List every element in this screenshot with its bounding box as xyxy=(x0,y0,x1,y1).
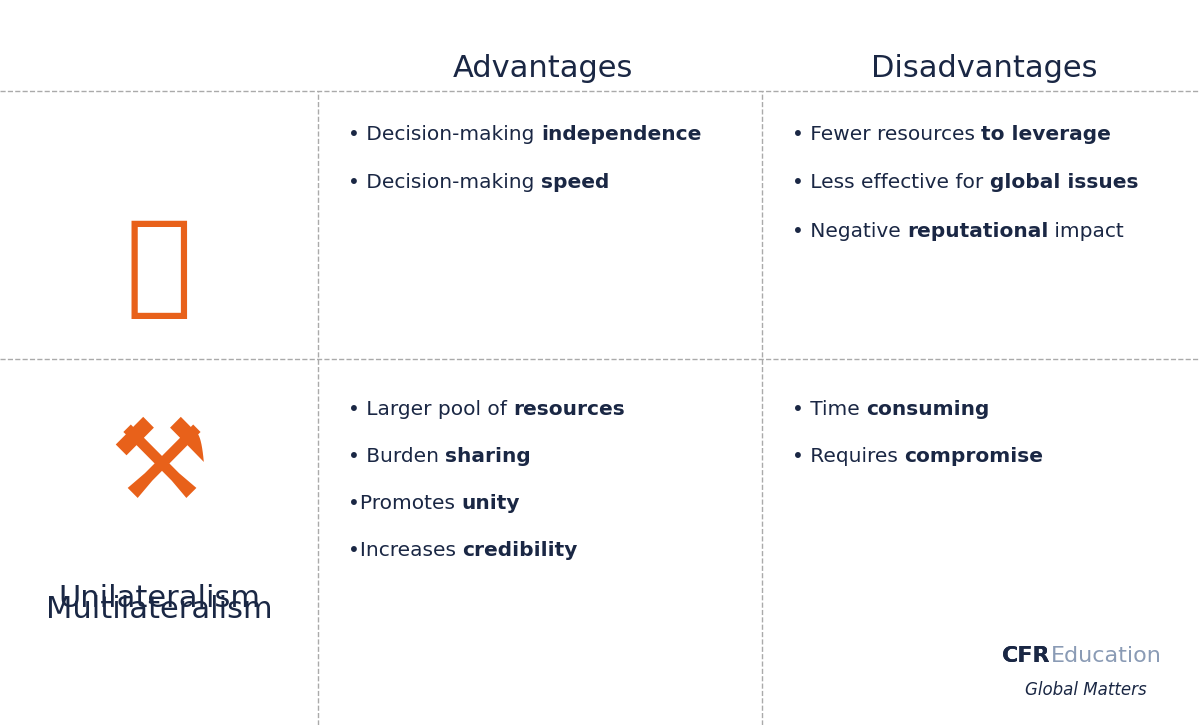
Text: global issues: global issues xyxy=(990,173,1138,192)
Text: Global Matters: Global Matters xyxy=(1025,682,1147,699)
Text: unity: unity xyxy=(461,494,520,513)
Text: Multilateralism: Multilateralism xyxy=(46,594,272,624)
Text: • Negative: • Negative xyxy=(792,222,907,241)
Text: resources: resources xyxy=(514,400,625,419)
Text: • Larger pool of: • Larger pool of xyxy=(348,400,514,419)
Text: to leverage: to leverage xyxy=(982,125,1111,144)
Text: speed: speed xyxy=(541,173,610,192)
Text: reputational: reputational xyxy=(907,222,1049,241)
Text: ⚒: ⚒ xyxy=(109,414,209,521)
Text: • Burden: • Burden xyxy=(348,447,445,466)
Text: • Time: • Time xyxy=(792,400,866,419)
Text: compromise: compromise xyxy=(905,447,1043,466)
Text: 🔨: 🔨 xyxy=(126,215,192,322)
Text: Disadvantages: Disadvantages xyxy=(871,54,1097,83)
Text: CFR: CFR xyxy=(1002,646,1050,666)
Text: Advantages: Advantages xyxy=(452,54,634,83)
Text: •Promotes: •Promotes xyxy=(348,494,461,513)
Text: impact: impact xyxy=(1049,222,1124,241)
Text: consuming: consuming xyxy=(866,400,990,419)
Text: •Increases: •Increases xyxy=(348,542,462,560)
Text: • Less effective for: • Less effective for xyxy=(792,173,990,192)
Text: Education: Education xyxy=(1050,646,1162,666)
Text: • Fewer resources: • Fewer resources xyxy=(792,125,982,144)
Text: credibility: credibility xyxy=(462,542,577,560)
Text: • Decision-making: • Decision-making xyxy=(348,125,541,144)
Text: sharing: sharing xyxy=(445,447,532,466)
Text: Unilateralism: Unilateralism xyxy=(58,584,260,613)
Text: independence: independence xyxy=(541,125,701,144)
Text: CFR: CFR xyxy=(1002,646,1050,666)
Text: • Requires: • Requires xyxy=(792,447,905,466)
Text: • Decision-making: • Decision-making xyxy=(348,173,541,192)
